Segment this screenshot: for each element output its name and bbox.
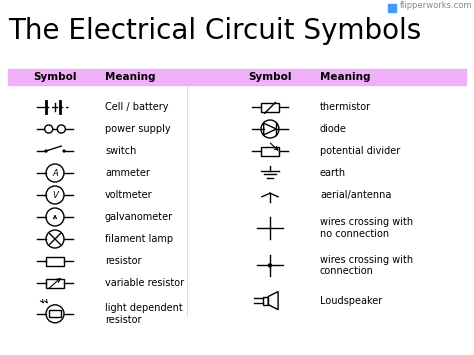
Bar bbox=[261, 103, 279, 111]
Text: wires crossing with
connection: wires crossing with connection bbox=[320, 255, 413, 276]
Bar bbox=[46, 257, 64, 266]
Text: Meaning: Meaning bbox=[320, 72, 371, 82]
Text: voltmeter: voltmeter bbox=[105, 190, 153, 200]
Text: flipperworks.com: flipperworks.com bbox=[400, 0, 473, 10]
Bar bbox=[263, 296, 268, 305]
Text: earth: earth bbox=[320, 168, 346, 178]
Text: power supply: power supply bbox=[105, 124, 171, 134]
Text: The Electrical Circuit Symbols: The Electrical Circuit Symbols bbox=[8, 17, 421, 45]
Text: potential divider: potential divider bbox=[320, 146, 400, 156]
Text: variable resistor: variable resistor bbox=[105, 278, 184, 288]
Text: light dependent
resistor: light dependent resistor bbox=[105, 303, 183, 324]
Text: thermistor: thermistor bbox=[320, 102, 371, 112]
Bar bbox=[49, 310, 61, 317]
Bar bbox=[261, 147, 279, 155]
Text: diode: diode bbox=[320, 124, 347, 134]
Bar bbox=[388, 4, 396, 12]
Text: Meaning: Meaning bbox=[105, 72, 155, 82]
Text: ammeter: ammeter bbox=[105, 168, 150, 178]
Bar bbox=[46, 279, 64, 288]
Text: Symbol: Symbol bbox=[248, 72, 292, 82]
Text: Symbol: Symbol bbox=[33, 72, 77, 82]
Text: wires crossing with
no connection: wires crossing with no connection bbox=[320, 217, 413, 239]
Circle shape bbox=[45, 149, 47, 153]
Text: Loudspeaker: Loudspeaker bbox=[320, 296, 382, 306]
Bar bbox=[8, 69, 466, 85]
Text: V: V bbox=[52, 191, 58, 200]
Text: galvanometer: galvanometer bbox=[105, 212, 173, 222]
Text: aerial/antenna: aerial/antenna bbox=[320, 190, 392, 200]
Circle shape bbox=[63, 149, 65, 153]
Circle shape bbox=[268, 263, 272, 268]
Text: A: A bbox=[52, 169, 58, 178]
Text: filament lamp: filament lamp bbox=[105, 234, 173, 244]
Text: Cell / battery: Cell / battery bbox=[105, 102, 168, 112]
Text: resistor: resistor bbox=[105, 256, 142, 266]
Text: switch: switch bbox=[105, 146, 137, 156]
